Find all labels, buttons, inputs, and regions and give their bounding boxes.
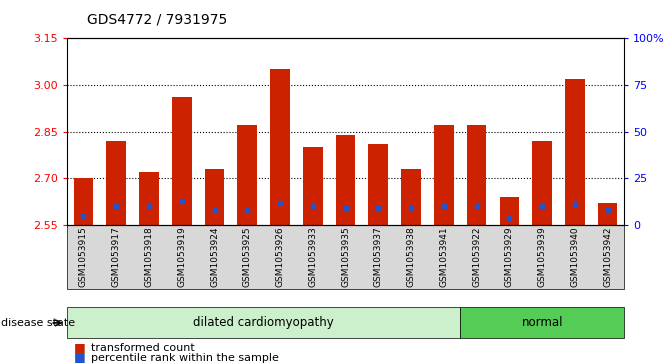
Bar xyxy=(368,144,388,225)
Bar xyxy=(565,79,584,225)
Text: disease state: disease state xyxy=(1,318,75,328)
Bar xyxy=(238,125,257,225)
Bar xyxy=(107,141,126,225)
Text: normal: normal xyxy=(521,317,563,329)
Bar xyxy=(303,147,323,225)
Bar xyxy=(401,169,421,225)
Text: ■: ■ xyxy=(74,351,86,363)
Text: dilated cardiomyopathy: dilated cardiomyopathy xyxy=(193,317,334,329)
Bar xyxy=(270,69,290,225)
Bar xyxy=(172,97,192,225)
Bar xyxy=(205,169,224,225)
Bar xyxy=(467,125,486,225)
Bar xyxy=(434,125,454,225)
Bar xyxy=(598,203,617,225)
Text: ■: ■ xyxy=(74,341,86,354)
Text: transformed count: transformed count xyxy=(91,343,195,353)
Bar xyxy=(499,197,519,225)
Bar xyxy=(336,135,356,225)
Text: GDS4772 / 7931975: GDS4772 / 7931975 xyxy=(87,13,227,27)
Bar xyxy=(139,172,159,225)
Text: percentile rank within the sample: percentile rank within the sample xyxy=(91,352,278,363)
Bar xyxy=(532,141,552,225)
Bar xyxy=(74,178,93,225)
